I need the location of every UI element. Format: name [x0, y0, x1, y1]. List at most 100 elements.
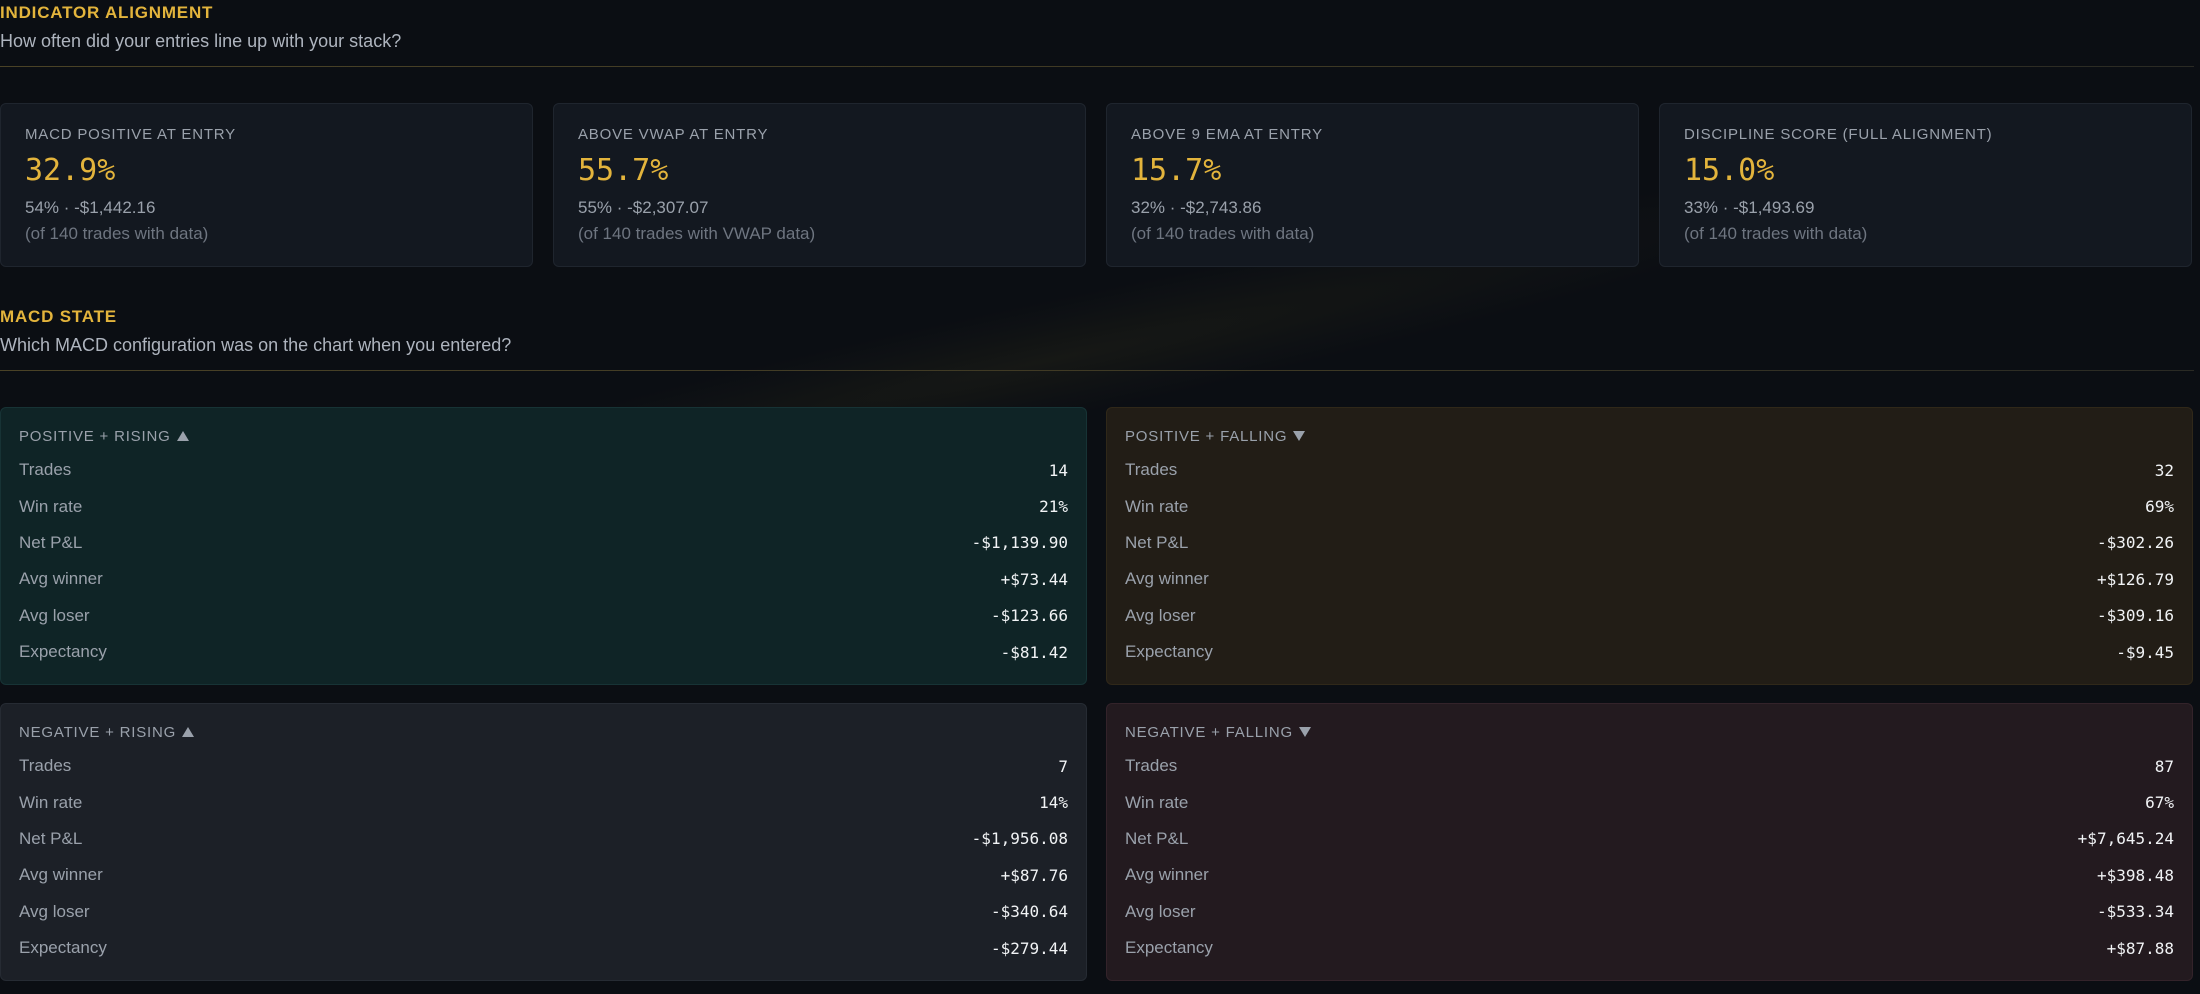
stat-note: (of 140 trades with VWAP data)	[578, 224, 816, 243]
row-value: -$9.45	[2116, 642, 2174, 662]
macd-card-title: NEGATIVE + FALLING	[1125, 722, 2174, 742]
row-value: -$1,139.90	[971, 533, 1068, 553]
stat-row-win-rate: Win rate 14%	[19, 784, 1068, 820]
row-label: Trades	[1125, 756, 1178, 776]
row-label: Win rate	[19, 792, 83, 812]
row-value: 7	[1058, 756, 1068, 776]
macd-section-title: MACD STATE	[0, 307, 117, 326]
alignment-divider	[0, 66, 2194, 67]
row-value: 21%	[1039, 497, 1068, 517]
row-value: -$309.16	[2096, 606, 2174, 626]
stat-row-trades: Trades 14	[19, 452, 1068, 488]
stat-value: 55.7%	[578, 153, 669, 188]
row-label: Win rate	[19, 496, 83, 516]
row-label: Trades	[19, 460, 72, 480]
stat-row-avg-winner: Avg winner +$87.76	[19, 857, 1068, 893]
macd-card-title: NEGATIVE + RISING	[19, 722, 1068, 742]
stat-row-trades: Trades 7	[19, 748, 1068, 784]
row-value: 14	[1048, 460, 1068, 480]
row-value: 14%	[1039, 793, 1068, 813]
row-value: -$279.44	[990, 938, 1068, 958]
row-label: Expectancy	[19, 642, 107, 662]
row-label: Win rate	[1125, 496, 1189, 516]
stat-card-discipline-score: DISCIPLINE SCORE (FULL ALIGNMENT) 15.0% …	[1659, 103, 2192, 267]
macd-card-negative-rising: NEGATIVE + RISING Trades 7 Win rate 14% Ne…	[0, 703, 1087, 981]
stat-row-net-pnl: Net P&L -$1,139.90	[19, 525, 1068, 561]
triangle-down-icon	[1293, 431, 1306, 441]
row-value: 67%	[2145, 793, 2174, 813]
row-value: -$81.42	[1000, 642, 1068, 662]
row-label: Avg winner	[1125, 569, 1209, 589]
macd-card-title-text: NEGATIVE + RISING	[19, 723, 177, 741]
stat-detail: 55% · -$2,307.07	[578, 198, 709, 217]
stat-label: MACD POSITIVE AT ENTRY	[25, 126, 236, 143]
macd-card-title: POSITIVE + RISING	[19, 426, 1068, 446]
stat-note: (of 140 trades with data)	[25, 224, 209, 243]
stat-row-trades: Trades 32	[1125, 452, 2174, 488]
row-value: 87	[2154, 756, 2174, 776]
row-value: +$398.48	[2096, 865, 2174, 885]
row-label: Avg loser	[19, 901, 90, 921]
stat-row-net-pnl: Net P&L -$302.26	[1125, 525, 2174, 561]
macd-card-title-text: POSITIVE + RISING	[19, 427, 171, 445]
stat-card-macd-positive: MACD POSITIVE AT ENTRY 32.9% 54% · -$1,4…	[0, 103, 533, 267]
row-value: -$123.66	[990, 606, 1068, 626]
stat-row-win-rate: Win rate 67%	[1125, 784, 2174, 820]
stat-row-win-rate: Win rate 69%	[1125, 488, 2174, 524]
row-label: Expectancy	[1125, 642, 1213, 662]
row-label: Avg winner	[19, 865, 103, 885]
row-value: -$340.64	[990, 902, 1068, 922]
stat-value: 15.0%	[1684, 153, 1775, 188]
row-label: Expectancy	[19, 938, 107, 958]
stat-label: ABOVE 9 EMA AT ENTRY	[1131, 126, 1323, 143]
row-value: 69%	[2145, 497, 2174, 517]
row-label: Win rate	[1125, 792, 1189, 812]
macd-card-positive-rising: POSITIVE + RISING Trades 14 Win rate 21% N…	[0, 407, 1087, 685]
stat-detail: 32% · -$2,743.86	[1131, 198, 1262, 217]
row-label: Avg winner	[1125, 865, 1209, 885]
stat-label: DISCIPLINE SCORE (FULL ALIGNMENT)	[1684, 126, 1993, 143]
stat-row-avg-loser: Avg loser -$123.66	[19, 598, 1068, 634]
stat-card-above-vwap: ABOVE VWAP AT ENTRY 55.7% 55% · -$2,307.…	[553, 103, 1086, 267]
row-value: 32	[2154, 460, 2174, 480]
row-label: Net P&L	[1125, 828, 1189, 848]
row-label: Avg loser	[1125, 901, 1196, 921]
macd-divider	[0, 370, 2194, 371]
macd-card-title-text: NEGATIVE + FALLING	[1125, 723, 1293, 741]
stat-row-net-pnl: Net P&L +$7,645.24	[1125, 821, 2174, 857]
stat-row-avg-loser: Avg loser -$533.34	[1125, 894, 2174, 930]
alignment-section-title: INDICATOR ALIGNMENT	[0, 3, 214, 22]
stat-row-expectancy: Expectancy -$279.44	[19, 930, 1068, 966]
row-value: +$126.79	[2096, 569, 2174, 589]
stat-value: 32.9%	[25, 153, 116, 188]
stat-row-avg-loser: Avg loser -$340.64	[19, 894, 1068, 930]
macd-card-negative-falling: NEGATIVE + FALLING Trades 87 Win rate 67% …	[1106, 703, 2193, 981]
row-label: Trades	[19, 756, 72, 776]
row-label: Net P&L	[19, 532, 83, 552]
stat-row-avg-winner: Avg winner +$398.48	[1125, 857, 2174, 893]
stat-row-net-pnl: Net P&L -$1,956.08	[19, 821, 1068, 857]
row-value: -$533.34	[2096, 902, 2174, 922]
stat-row-avg-winner: Avg winner +$73.44	[19, 561, 1068, 597]
macd-card-title-text: POSITIVE + FALLING	[1125, 427, 1288, 445]
stat-value: 15.7%	[1131, 153, 1222, 188]
triangle-up-icon	[176, 431, 189, 441]
row-label: Net P&L	[19, 828, 83, 848]
stat-label: ABOVE VWAP AT ENTRY	[578, 126, 769, 143]
alignment-section-subtitle: How often did your entries line up with …	[0, 31, 402, 51]
stat-note: (of 140 trades with data)	[1131, 224, 1315, 243]
stat-note: (of 140 trades with data)	[1684, 224, 1868, 243]
row-label: Avg loser	[1125, 605, 1196, 625]
stat-row-expectancy: Expectancy +$87.88	[1125, 930, 2174, 966]
row-value: +$87.88	[2106, 938, 2174, 958]
macd-card-positive-falling: POSITIVE + FALLING Trades 32 Win rate 69% …	[1106, 407, 2193, 685]
macd-card-title: POSITIVE + FALLING	[1125, 426, 2174, 446]
stat-card-above-9ema: ABOVE 9 EMA AT ENTRY 15.7% 32% · -$2,743…	[1106, 103, 1639, 267]
triangle-up-icon	[182, 727, 195, 737]
row-label: Expectancy	[1125, 938, 1213, 958]
triangle-down-icon	[1298, 727, 1311, 737]
row-value: +$73.44	[1000, 569, 1068, 589]
stat-row-trades: Trades 87	[1125, 748, 2174, 784]
row-label: Net P&L	[1125, 532, 1189, 552]
